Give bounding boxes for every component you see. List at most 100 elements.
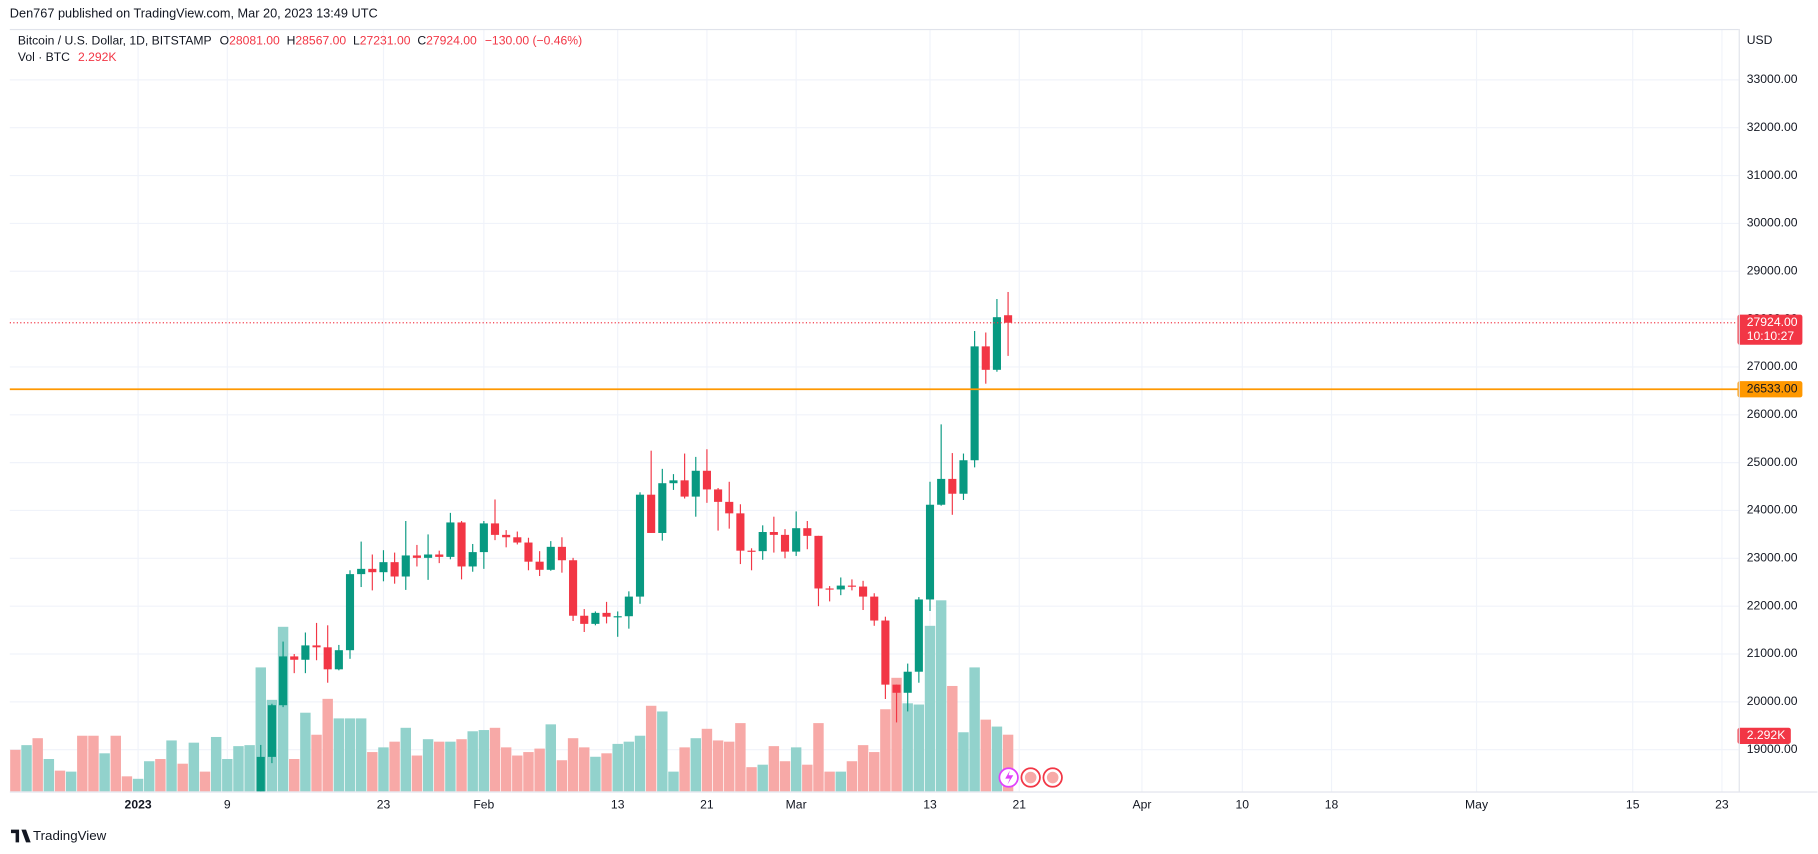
open-value: 28081.00 xyxy=(229,34,280,48)
candle-body xyxy=(859,586,868,597)
candle-body xyxy=(390,562,399,577)
volume-bar xyxy=(155,758,166,792)
volume-bar xyxy=(500,747,512,792)
x-tick-label: 2023 xyxy=(125,798,152,812)
candle-body xyxy=(479,523,488,553)
x-tick-label: 13 xyxy=(611,798,625,812)
volume-bar xyxy=(623,741,635,792)
volume-bar xyxy=(132,778,144,792)
candle-body xyxy=(557,546,566,561)
event-icons xyxy=(998,767,1063,788)
volume-bar xyxy=(478,730,490,792)
candle-body xyxy=(457,522,466,567)
candle-body xyxy=(624,596,633,617)
volume-bar xyxy=(701,728,713,792)
published-line: Den767 published on TradingView.com, Mar… xyxy=(10,5,378,20)
close-value: 27924.00 xyxy=(426,34,477,48)
candle-body xyxy=(836,585,845,590)
y-tick-label: 24000.00 xyxy=(1747,503,1798,517)
volume-bar xyxy=(668,771,679,792)
volume-bar xyxy=(824,771,835,792)
volume-bar xyxy=(121,776,133,792)
open-key: O xyxy=(220,34,229,48)
candle-body xyxy=(747,550,756,552)
high-value: 28567.00 xyxy=(295,34,346,48)
y-tick-label: 25000.00 xyxy=(1747,455,1798,469)
volume-bar xyxy=(1002,734,1014,792)
candle-body xyxy=(925,504,935,600)
volume-bar xyxy=(768,746,780,792)
volume-bar xyxy=(869,752,880,792)
volume-bar xyxy=(813,723,824,792)
candle-body xyxy=(914,599,923,672)
y-tick-label: 30000.00 xyxy=(1747,216,1798,230)
volume-bar xyxy=(244,745,255,792)
volume-bar xyxy=(467,731,478,792)
volume-bar xyxy=(567,738,579,792)
level-tag xyxy=(1737,381,1803,398)
volume-bar xyxy=(534,748,545,792)
volume-bar xyxy=(724,741,735,792)
legend-line: Bitcoin / U.S. Dollar, 1D, BITSTAMP O280… xyxy=(18,34,582,48)
volume-bar xyxy=(735,723,746,792)
candle-body xyxy=(613,616,622,618)
volume-bar xyxy=(422,739,434,792)
volume-bar xyxy=(255,667,266,792)
candle-body xyxy=(535,561,544,570)
volume-bar xyxy=(802,764,813,792)
volume-bar xyxy=(645,705,657,792)
volume-bar xyxy=(969,667,980,792)
candle-body xyxy=(424,554,433,558)
candle-body xyxy=(658,483,667,533)
y-tick-label: 31000.00 xyxy=(1747,168,1798,182)
volume-bar xyxy=(434,741,445,792)
y-tick-label: 23000.00 xyxy=(1747,551,1798,565)
volume-bar xyxy=(65,771,77,792)
volume-bar xyxy=(690,738,701,792)
change: −130.00 (−0.46%) xyxy=(485,34,582,48)
candle-body xyxy=(937,478,946,505)
overlay: 19000.00 20000.00 21000.00 22000.00 23000.00… xyxy=(9,72,1803,812)
x-tick-label: May xyxy=(1465,798,1489,812)
candle-body xyxy=(379,562,388,573)
candle-body xyxy=(301,645,310,660)
candle-body xyxy=(468,552,477,567)
candle-body xyxy=(234,824,242,836)
countdown-label: 10:10:27 xyxy=(1747,329,1795,343)
candle-body xyxy=(669,480,678,484)
candle-body xyxy=(981,346,990,370)
candle-body xyxy=(725,501,734,514)
candle-body xyxy=(546,546,555,570)
time-axis-border xyxy=(9,791,1818,793)
candle-body xyxy=(847,585,856,587)
y-tick-label: 32000.00 xyxy=(1747,120,1798,134)
volume-bar xyxy=(579,747,590,792)
candle-body xyxy=(334,650,343,670)
candle-body xyxy=(78,850,86,854)
footer: TradingView xyxy=(10,828,107,843)
x-tick-label: 18 xyxy=(1325,798,1339,812)
high-key: H xyxy=(287,34,296,48)
grid xyxy=(9,28,1739,792)
price-axis-border xyxy=(1738,28,1740,792)
candle-body xyxy=(201,848,209,849)
x-tick-label: 23 xyxy=(377,798,391,812)
candle-body xyxy=(212,840,220,849)
candle-body xyxy=(256,756,265,792)
level-label: 26533.00 xyxy=(1747,382,1798,396)
x-tick-label: 23 xyxy=(1715,798,1729,812)
event-icon-glyph xyxy=(1024,771,1037,784)
volume-bar xyxy=(902,703,913,792)
volume-bar xyxy=(980,719,991,792)
volume-bar xyxy=(846,761,858,792)
candle-body xyxy=(446,522,455,557)
candle-body xyxy=(312,645,321,648)
candle-body xyxy=(647,494,656,533)
x-tick-label: 9 xyxy=(224,798,231,812)
candle-body xyxy=(992,317,1001,370)
candle-body xyxy=(345,574,355,651)
candle-body xyxy=(524,542,533,562)
volume-bar xyxy=(389,741,400,792)
candle-body xyxy=(714,489,723,502)
volume-bar xyxy=(790,747,802,792)
